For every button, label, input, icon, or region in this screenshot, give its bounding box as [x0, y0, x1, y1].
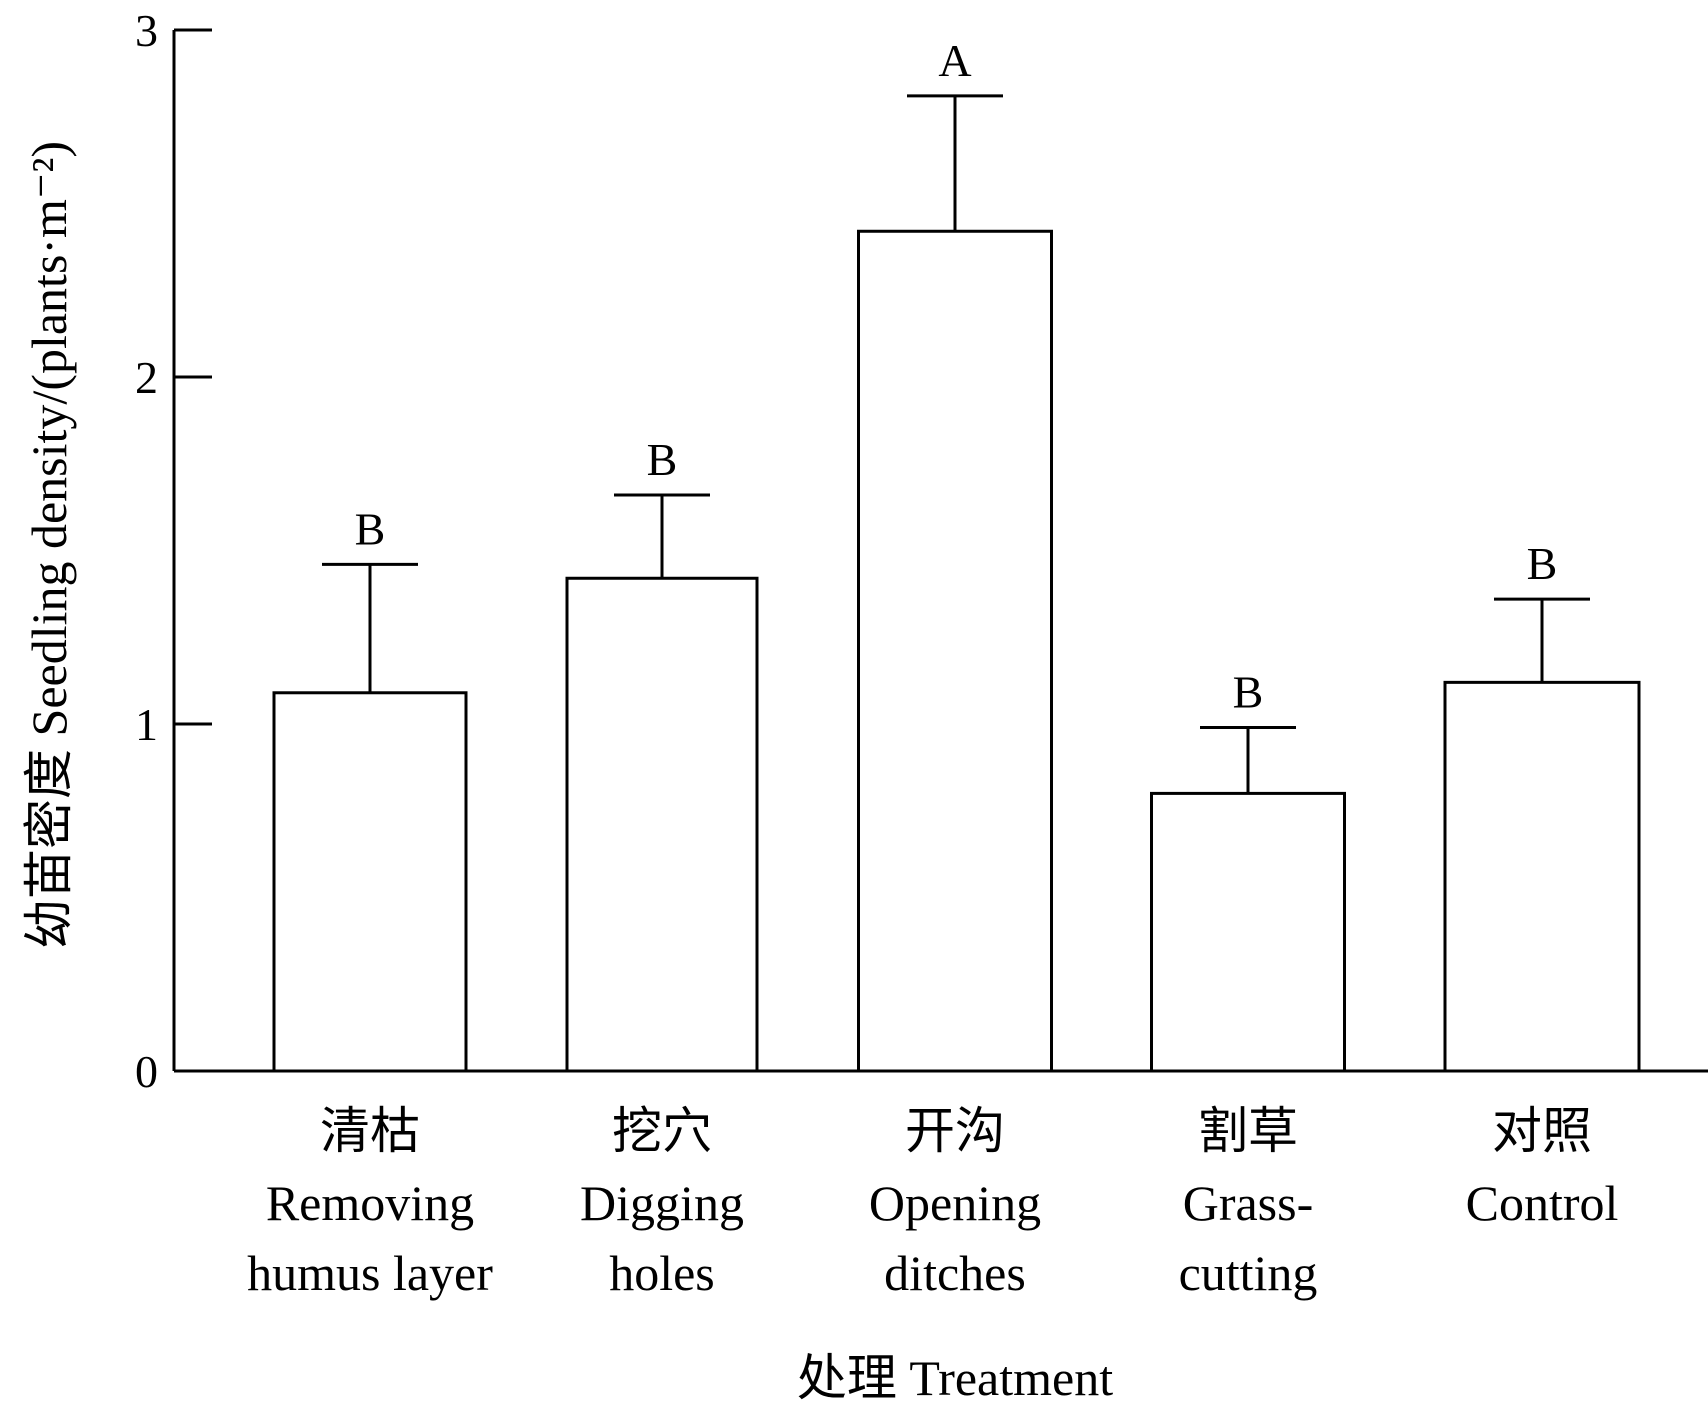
x-tick-label-en-2-0: Opening [869, 1175, 1041, 1231]
x-category-labels: 清枯 Removing humus layer 挖穴 Digging holes 开沟 Ope… [247, 1103, 1618, 1301]
bar-4 [1443, 680, 1641, 1073]
x-tick-label-en-0-1: humus layer [247, 1245, 493, 1301]
significance-label-0: B [355, 503, 386, 554]
y-ticks: 0 1 2 3 [135, 5, 212, 1097]
x-tick-label-zh-3: 割草 [1198, 1103, 1298, 1159]
x-tick-label-en-3-1: cutting [1179, 1245, 1318, 1301]
x-tick-label-en-2-1: ditches [884, 1245, 1026, 1301]
x-tick-label-zh-2: 开沟 [905, 1103, 1005, 1159]
x-tick-label-zh-0: 清枯 [320, 1103, 420, 1159]
x-tick-label-en-4-0: Control [1466, 1175, 1619, 1231]
y-tick-label-2: 2 [135, 352, 158, 403]
x-tick-label-en-1-1: holes [609, 1245, 715, 1301]
x-tick-label-zh-4: 对照 [1492, 1103, 1592, 1159]
y-tick-label-0: 0 [135, 1046, 158, 1097]
x-tick-label-en-3-0: Grass- [1183, 1175, 1314, 1231]
significance-label-1: B [647, 434, 678, 485]
x-tick-label-zh-1: 挖穴 [612, 1103, 712, 1159]
x-tick-label-en-1-0: Digging [580, 1175, 744, 1231]
y-tick-label-3: 3 [135, 5, 158, 56]
bar-2 [857, 229, 1053, 1073]
x-axis-title: 处理 Treatment [797, 1350, 1113, 1406]
y-tick-label-1: 1 [135, 699, 158, 750]
bar-1 [565, 576, 759, 1073]
bars: B B A B B [272, 35, 1641, 1073]
significance-label-3: B [1233, 666, 1264, 717]
y-axis-title: 幼苗密度 Seedling density/(plants·m⁻²) [21, 141, 77, 949]
bar-0 [272, 691, 468, 1073]
significance-label-4: B [1527, 538, 1558, 589]
bar-3 [1150, 791, 1346, 1073]
significance-label-2: A [938, 35, 971, 86]
x-tick-label-en-0-0: Removing [266, 1175, 474, 1231]
